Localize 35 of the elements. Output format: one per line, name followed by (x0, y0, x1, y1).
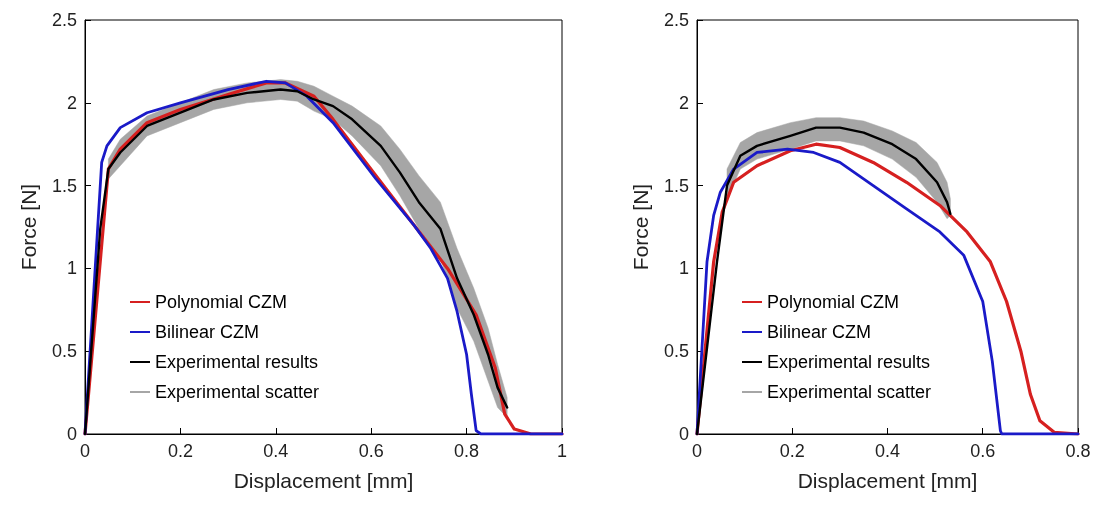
legend-label: Bilinear CZM (155, 322, 260, 342)
legend-label: Polynomial CZM (767, 292, 900, 312)
y-tick-label: 2 (678, 92, 689, 113)
y-tick-label: 0.5 (663, 341, 689, 362)
x-tick-label: 0 (691, 441, 703, 461)
x-tick-label: 0.8 (1065, 441, 1091, 461)
y-tick-label: 1 (66, 258, 77, 279)
x-tick-label: 0.2 (167, 441, 193, 461)
legend-label: Experimental results (155, 352, 319, 372)
x-tick-label: 0 (79, 441, 91, 461)
x-axis-title: Displacement [mm] (797, 469, 978, 492)
x-axis-title: Displacement [mm] (233, 469, 414, 492)
legend-label: Bilinear CZM (767, 322, 872, 342)
y-axis-title: Force [N] (629, 183, 652, 271)
legend-label: Experimental scatter (767, 382, 932, 402)
x-tick-label: 0.6 (970, 441, 996, 461)
x-tick-label: 0.4 (874, 441, 901, 461)
y-axis-title: Force [N] (17, 183, 40, 271)
y-tick-label: 2.5 (51, 10, 77, 30)
x-tick-label: 0.8 (454, 441, 480, 461)
y-tick-label: 2 (66, 92, 77, 113)
legend-label: Experimental results (767, 352, 931, 372)
y-tick-label: 1.5 (663, 175, 689, 196)
x-tick-label: 0.4 (263, 441, 289, 461)
legend-label: Experimental scatter (155, 382, 320, 402)
y-tick-label: 1.5 (51, 175, 77, 196)
y-tick-label: 0.5 (51, 341, 77, 362)
y-tick-label: 1 (678, 258, 689, 279)
y-tick-label: 0 (678, 424, 689, 444)
x-tick-label: 1 (556, 441, 568, 461)
x-tick-label: 0.6 (358, 441, 384, 461)
y-tick-label: 0 (66, 424, 77, 444)
legend-label: Polynomial CZM (155, 292, 288, 312)
y-tick-label: 2.5 (663, 10, 689, 30)
x-tick-label: 0.2 (779, 441, 805, 461)
